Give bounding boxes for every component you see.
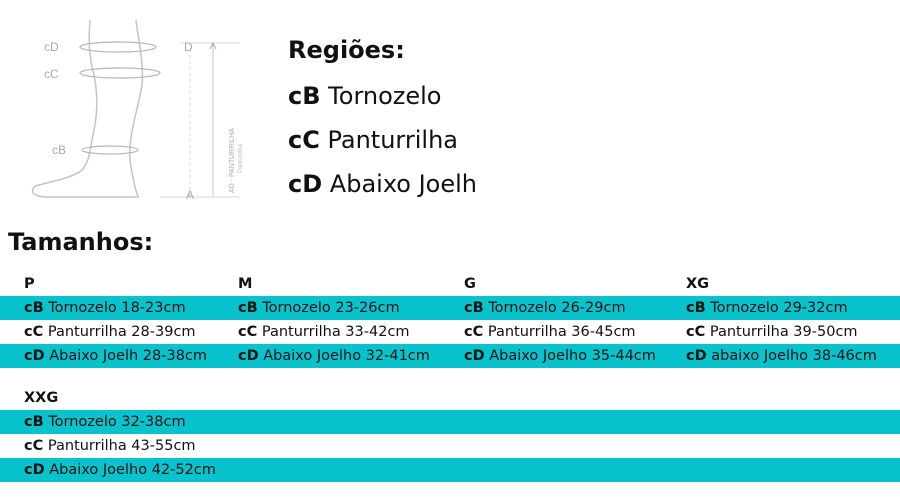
regions-legend: Regiões: cB Tornozelo cC Panturrilha cD … <box>288 32 477 210</box>
label-a: A <box>186 188 194 202</box>
region-code: cC <box>288 126 320 154</box>
table-row: cB Tornozelo 32-38cm <box>0 410 900 434</box>
region-item: cC Panturrilha <box>288 122 477 158</box>
region-item: cB Tornozelo <box>288 78 477 114</box>
leg-outline <box>31 19 144 198</box>
measure-cell: cD Abaixo Joelho 42-52cm <box>24 462 216 478</box>
label-cb: cB <box>52 143 66 157</box>
table-row: cD Abaixo Joelh 28-38cm cD Abaixo Joelho… <box>0 344 900 368</box>
measure-cell: cB Tornozelo 32-38cm <box>24 414 186 430</box>
cc-ring <box>79 67 161 79</box>
size-name: XXG <box>24 390 59 406</box>
size-table-2: XXG cB Tornozelo 32-38cm cC Panturrilha … <box>0 386 900 482</box>
table-row: cD Abaixo Joelho 42-52cm <box>0 458 900 482</box>
label-cd: cD <box>44 40 59 54</box>
measure-cell: cB Tornozelo 23-26cm <box>238 300 400 316</box>
size-name: M <box>238 276 253 292</box>
measure-cell: cD Abaixo Joelho 35-44cm <box>464 348 656 364</box>
region-item: cD Abaixo Joelh <box>288 166 477 202</box>
label-cc: cC <box>44 67 59 81</box>
cd-ring <box>79 41 157 53</box>
side-label-2: Panturrilha <box>238 143 244 173</box>
measure-cell: cB Tornozelo 26-29cm <box>464 300 626 316</box>
regions-title: Regiões: <box>288 36 405 64</box>
size-name: P <box>24 276 35 292</box>
measure-cell: cC Panturrilha 36-45cm <box>464 324 636 340</box>
measure-cell: cD Abaixo Joelho 32-41cm <box>238 348 430 364</box>
table-row: cB Tornozelo 18-23cm cB Tornozelo 23-26c… <box>0 296 900 320</box>
size-header-row: P M G XG <box>0 272 900 296</box>
table-row: cC Panturrilha 28-39cm cC Panturrilha 33… <box>0 320 900 344</box>
side-label-1: AD - PANTURRILHA <box>229 128 236 193</box>
sizes-title: Tamanhos: <box>8 228 154 256</box>
measure-cell: cC Panturrilha 39-50cm <box>686 324 858 340</box>
measure-cell: cC Panturrilha 43-55cm <box>24 438 196 454</box>
cb-ring <box>81 145 139 155</box>
region-label: Abaixo Joelh <box>329 170 478 198</box>
size-name: XG <box>686 276 710 292</box>
measure-cell: cC Panturrilha 28-39cm <box>24 324 196 340</box>
measure-cell: cC Panturrilha 33-42cm <box>238 324 410 340</box>
size-header-row: XXG <box>0 386 900 410</box>
measure-cell: cD Abaixo Joelh 28-38cm <box>24 348 208 364</box>
measure-cell: cB Tornozelo 29-32cm <box>686 300 848 316</box>
leg-measurement-illustration: cD cC cB D A AD - PANTURRILHA Panturrilh… <box>31 19 244 202</box>
table-row: cC Panturrilha 43-55cm <box>0 434 900 458</box>
size-table-1: P M G XG cB Tornozelo 18-23cm cB Tornoze… <box>0 272 900 368</box>
region-code: cD <box>288 170 323 198</box>
label-d: D <box>184 40 193 54</box>
measure-cell: cD abaixo Joelho 38-46cm <box>686 348 877 364</box>
measure-cell: cB Tornozelo 18-23cm <box>24 300 186 316</box>
region-code: cB <box>288 82 321 110</box>
region-label: Tornozelo <box>328 82 442 110</box>
size-name: G <box>464 276 476 292</box>
region-label: Panturrilha <box>327 126 458 154</box>
